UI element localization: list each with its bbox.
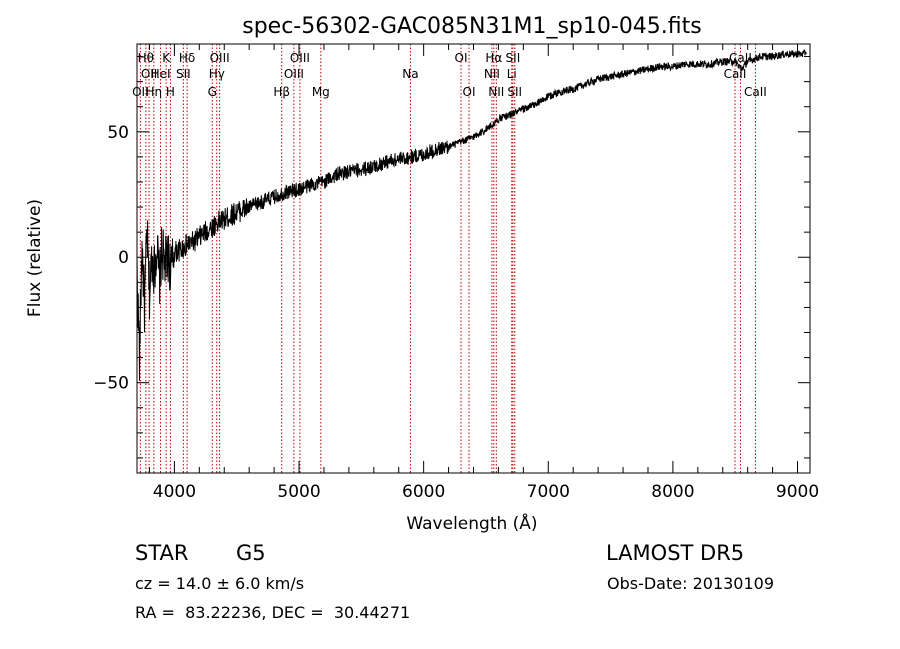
- line-label-3: Hη: [146, 85, 163, 99]
- line-label-22: Li: [507, 67, 517, 81]
- line-label-20: Hα: [485, 51, 502, 65]
- line-label-9: G: [208, 85, 217, 99]
- line-label-23: SII: [506, 51, 521, 65]
- line-label-8: Hδ: [179, 51, 195, 65]
- y-tick-label-2: 50: [107, 123, 129, 143]
- chart-title: spec-56302-GAC085N31M1_sp10-045.fits: [242, 14, 702, 39]
- line-label-2: OII: [132, 85, 149, 99]
- line-label-27: CaII: [744, 85, 767, 99]
- line-label-5: K: [162, 51, 171, 65]
- line-label-0: Hθ: [138, 51, 154, 65]
- line-label-21: NII: [488, 85, 504, 99]
- line-label-7: SII: [176, 67, 191, 81]
- line-label-12: Hβ: [273, 85, 290, 99]
- line-label-10: Hγ: [209, 67, 225, 81]
- y-axis-label: Flux (relative): [25, 199, 45, 317]
- object-class: STAR: [135, 541, 189, 565]
- line-label-24: SII: [507, 85, 522, 99]
- line-label-4: HeI: [151, 67, 171, 81]
- line-label-15: Mg: [312, 85, 330, 99]
- spectrum-series-line: [136, 49, 807, 381]
- line-label-13: OIII: [284, 67, 304, 81]
- line-label-19: NII: [484, 67, 500, 81]
- obs-date: Obs-Date: 20130109: [607, 574, 775, 593]
- y-tick-label-0: −50: [93, 374, 129, 394]
- line-label-16: Na: [402, 67, 418, 81]
- y-tick-label-1: 0: [118, 248, 129, 268]
- line-label-18: OI: [463, 85, 476, 99]
- line-label-1: OII: [141, 67, 158, 81]
- x-tick-label-2: 6000: [402, 482, 445, 502]
- line-label-25: CaII: [724, 67, 747, 81]
- x-tick-label-4: 8000: [651, 482, 694, 502]
- line-label-14: OIII: [290, 51, 310, 65]
- line-label-26: CaII: [729, 51, 752, 65]
- object-subclass: G5: [236, 541, 266, 565]
- x-axis-label: Wavelength (Å): [406, 512, 537, 534]
- x-tick-label-3: 7000: [527, 482, 570, 502]
- line-label-11: OIII: [210, 51, 230, 65]
- plot-frame: [136, 43, 811, 474]
- x-tick-label-1: 5000: [277, 482, 320, 502]
- survey-label: LAMOST DR5: [606, 541, 745, 565]
- x-tick-label-0: 4000: [153, 482, 196, 502]
- redshift-cz: cz = 14.0 ± 6.0 km/s: [135, 574, 305, 593]
- x-tick-label-5: 9000: [776, 482, 819, 502]
- line-label-17: OI: [455, 51, 468, 65]
- line-label-6: H: [166, 85, 175, 99]
- coordinates: RA = 83.22236, DEC = 30.44271: [135, 603, 411, 622]
